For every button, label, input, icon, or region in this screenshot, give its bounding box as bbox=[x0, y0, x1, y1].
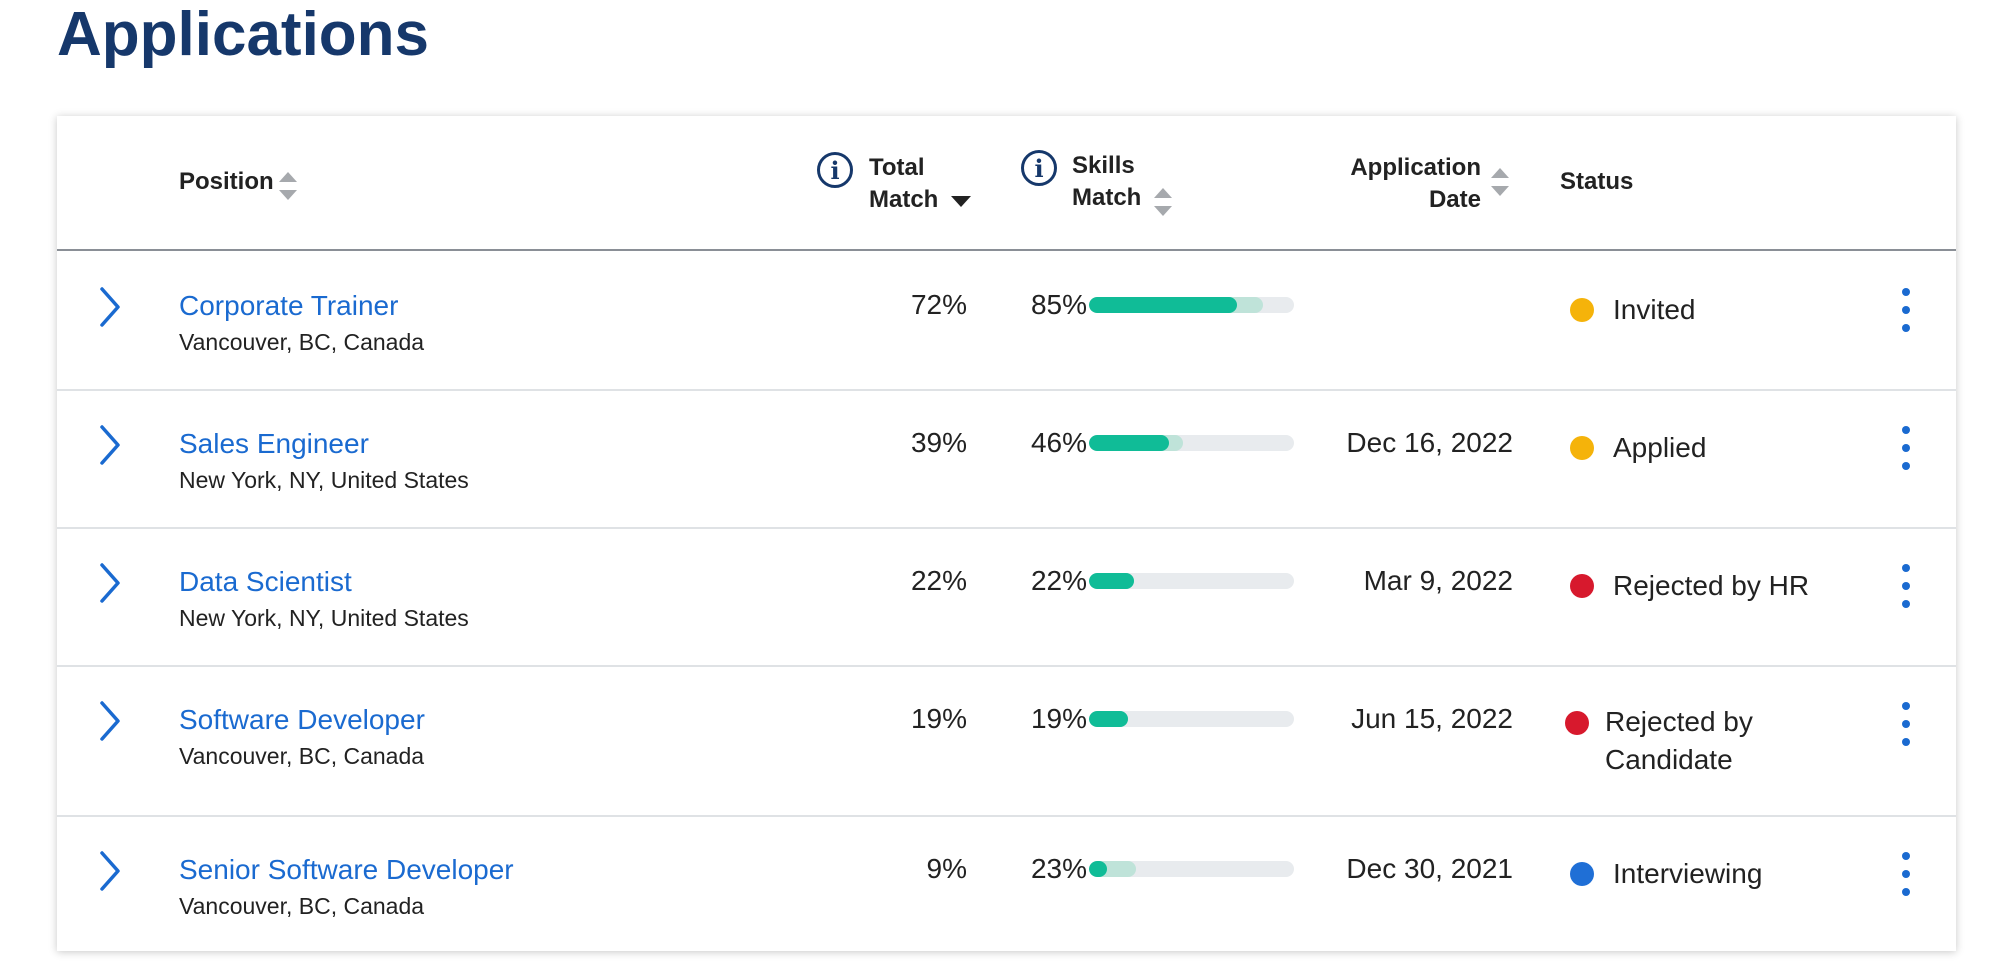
chevron-right-icon[interactable] bbox=[93, 283, 125, 331]
chevron-right-icon[interactable] bbox=[93, 421, 125, 469]
total-match-value: 19% bbox=[910, 703, 967, 734]
kebab-dot bbox=[1902, 600, 1910, 608]
position-title-link[interactable]: Sales Engineer bbox=[179, 428, 369, 459]
skills-match-bar bbox=[1089, 297, 1294, 313]
kebab-dot bbox=[1902, 738, 1910, 746]
sort-descending-icon[interactable] bbox=[951, 196, 971, 207]
total-match-value: 9% bbox=[926, 853, 967, 884]
kebab-dot bbox=[1902, 582, 1910, 590]
kebab-menu-icon[interactable] bbox=[1894, 850, 1918, 898]
skills-match-bar-fill bbox=[1089, 435, 1169, 451]
skills-match-bar-fill bbox=[1089, 861, 1107, 877]
info-icon[interactable]: i bbox=[817, 152, 853, 188]
status-dot-icon bbox=[1565, 711, 1589, 735]
total-match-value: 72% bbox=[910, 289, 967, 320]
skills-match-bar bbox=[1089, 711, 1294, 727]
status-dot-icon bbox=[1570, 436, 1594, 460]
table-row[interactable]: Corporate Trainer Vancouver, BC, Canada 72… bbox=[57, 251, 1956, 391]
application-date: Dec 30, 2021 bbox=[1346, 853, 1513, 884]
table-row[interactable]: Data Scientist New York, NY, United State… bbox=[57, 527, 1956, 667]
table-row[interactable]: Senior Software Developer Vancouver, BC, … bbox=[57, 815, 1956, 951]
skills-match-bar bbox=[1089, 573, 1294, 589]
kebab-menu-icon[interactable] bbox=[1894, 286, 1918, 334]
skills-match-header-line1[interactable]: Skills bbox=[1072, 152, 1135, 179]
position-title-link[interactable]: Corporate Trainer bbox=[179, 290, 399, 321]
status-dot-icon bbox=[1570, 574, 1594, 598]
sort-icon[interactable] bbox=[1491, 168, 1509, 196]
kebab-dot bbox=[1902, 306, 1910, 314]
skills-match-bar bbox=[1089, 861, 1294, 877]
application-date: Mar 9, 2022 bbox=[1363, 565, 1513, 596]
status-text: Invited bbox=[1613, 294, 1696, 325]
sort-icon[interactable] bbox=[279, 172, 297, 200]
skills-match-value: 85% bbox=[1030, 289, 1087, 320]
status-dot-icon bbox=[1570, 862, 1594, 886]
position-location: Vancouver, BC, Canada bbox=[179, 893, 425, 919]
applications-table: Position i Total Match i Skills Match Ap… bbox=[57, 116, 1956, 951]
kebab-dot bbox=[1902, 720, 1910, 728]
kebab-dot bbox=[1902, 888, 1910, 896]
table-header: Position i Total Match i Skills Match Ap… bbox=[57, 116, 1956, 251]
status-text: Applied bbox=[1613, 432, 1707, 463]
position-location: New York, NY, United States bbox=[179, 605, 469, 631]
application-date: Dec 16, 2022 bbox=[1346, 427, 1513, 458]
position-title-link[interactable]: Senior Software Developer bbox=[179, 854, 514, 885]
skills-match-value: 22% bbox=[1030, 565, 1087, 596]
kebab-dot bbox=[1902, 564, 1910, 572]
kebab-dot bbox=[1902, 324, 1910, 332]
chevron-right-icon[interactable] bbox=[93, 559, 125, 607]
position-location: Vancouver, BC, Canada bbox=[179, 743, 425, 769]
application-date: Jun 15, 2022 bbox=[1351, 703, 1513, 734]
kebab-dot bbox=[1902, 462, 1910, 470]
skills-match-value: 46% bbox=[1030, 427, 1087, 458]
skills-match-bar bbox=[1089, 435, 1294, 451]
total-match-value: 22% bbox=[910, 565, 967, 596]
application-date-header-line1[interactable]: Application bbox=[1350, 154, 1481, 181]
kebab-dot bbox=[1902, 444, 1910, 452]
kebab-dot bbox=[1902, 852, 1910, 860]
kebab-dot bbox=[1902, 426, 1910, 434]
total-match-header-line1[interactable]: Total bbox=[869, 154, 925, 181]
status-text: Interviewing bbox=[1613, 858, 1763, 889]
kebab-dot bbox=[1902, 702, 1910, 710]
total-match-value: 39% bbox=[910, 427, 967, 458]
chevron-right-icon[interactable] bbox=[93, 847, 125, 895]
kebab-dot bbox=[1902, 288, 1910, 296]
info-icon[interactable]: i bbox=[1021, 150, 1057, 186]
skills-match-value: 19% bbox=[1030, 703, 1087, 734]
kebab-dot bbox=[1902, 870, 1910, 878]
kebab-menu-icon[interactable] bbox=[1894, 700, 1918, 748]
status-text-line2: Candidate bbox=[1605, 744, 1733, 775]
status-text: Rejected by HR bbox=[1613, 570, 1810, 601]
status-dot-icon bbox=[1570, 298, 1594, 322]
page-title: Applications bbox=[57, 0, 430, 69]
skills-match-value: 23% bbox=[1030, 853, 1087, 884]
position-location: New York, NY, United States bbox=[179, 467, 469, 493]
kebab-menu-icon[interactable] bbox=[1894, 424, 1918, 472]
table-row[interactable]: Software Developer Vancouver, BC, Canada 1… bbox=[57, 665, 1956, 817]
sort-icon[interactable] bbox=[1154, 188, 1172, 216]
skills-match-bar-fill bbox=[1089, 573, 1134, 589]
skills-match-header-line2[interactable]: Match bbox=[1072, 184, 1142, 211]
table-row[interactable]: Sales Engineer New York, NY, United State… bbox=[57, 389, 1956, 529]
chevron-right-icon[interactable] bbox=[93, 697, 125, 745]
application-date-header-line2[interactable]: Date bbox=[1428, 186, 1481, 213]
total-match-header-line2[interactable]: Match bbox=[869, 186, 939, 213]
kebab-menu-icon[interactable] bbox=[1894, 562, 1918, 610]
position-title-link[interactable]: Data Scientist bbox=[179, 566, 352, 597]
position-header-label[interactable]: Position bbox=[179, 168, 274, 195]
position-title-link[interactable]: Software Developer bbox=[179, 704, 425, 735]
status-header-label: Status bbox=[1560, 168, 1634, 195]
status-text-line1: Rejected by bbox=[1605, 706, 1753, 737]
skills-match-bar-fill bbox=[1089, 297, 1237, 313]
position-location: Vancouver, BC, Canada bbox=[179, 329, 425, 355]
skills-match-bar-fill bbox=[1089, 711, 1128, 727]
